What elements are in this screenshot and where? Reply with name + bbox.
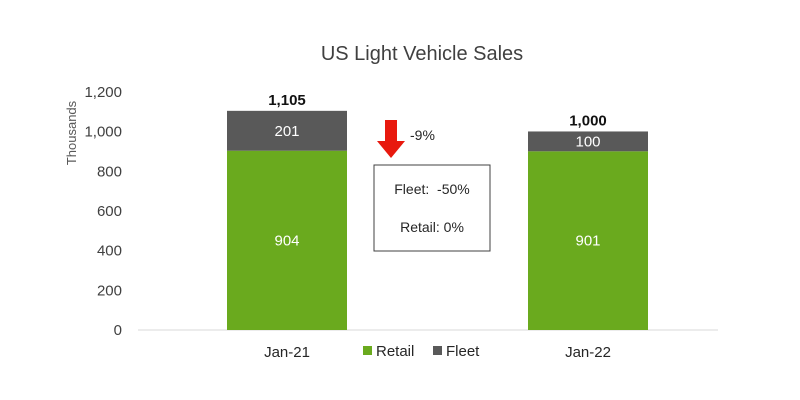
total-label: 1,000 [569, 112, 607, 129]
y-tick-label: 600 [97, 203, 122, 220]
breakdown-box-border [373, 164, 491, 252]
y-tick-label: 400 [97, 243, 122, 260]
x-tick-label: Jan-21 [264, 344, 310, 361]
change-breakdown-box: Fleet: -50% Retail: 0% [373, 164, 491, 252]
y-tick-label: 200 [97, 282, 122, 299]
bar-retail-jan-21 [227, 150, 347, 330]
total-label: 1,105 [268, 92, 306, 109]
down-arrow-icon [377, 120, 405, 158]
bars: 904 201 1,105 901 100 1,000 [227, 92, 648, 330]
legend: Retail Fleet [363, 343, 480, 360]
y-tick-label: 0 [114, 322, 122, 339]
x-tick-label: Jan-22 [565, 344, 611, 361]
y-tick-label: 1,200 [84, 84, 122, 101]
bar-retail-jan-22 [528, 151, 648, 330]
data-label-fleet: 201 [274, 123, 299, 140]
data-label-retail: 904 [274, 232, 299, 249]
y-axis-label: Thousands [64, 100, 79, 165]
y-tick-label: 1,000 [84, 124, 122, 141]
data-label-fleet: 100 [575, 133, 600, 150]
breakdown-fleet: Fleet: -50% [394, 181, 469, 197]
legend-label-fleet: Fleet [446, 343, 480, 360]
legend-swatch-fleet [433, 346, 442, 355]
change-percent: -9% [410, 127, 435, 143]
bar-fleet-jan-22 [528, 131, 648, 152]
chart-title: US Light Vehicle Sales [321, 43, 523, 65]
breakdown-retail: Retail: 0% [400, 219, 464, 235]
y-tick-label: 800 [97, 163, 122, 180]
change-annotation: -9% [377, 120, 435, 158]
category-labels: Jan-21 Jan-22 [264, 344, 611, 361]
legend-swatch-retail [363, 346, 372, 355]
data-label-retail: 901 [575, 233, 600, 250]
y-axis-ticks: 0 200 400 600 800 1,000 1,200 [84, 84, 122, 339]
bar-fleet-jan-21 [227, 110, 347, 151]
legend-label-retail: Retail [376, 343, 414, 360]
